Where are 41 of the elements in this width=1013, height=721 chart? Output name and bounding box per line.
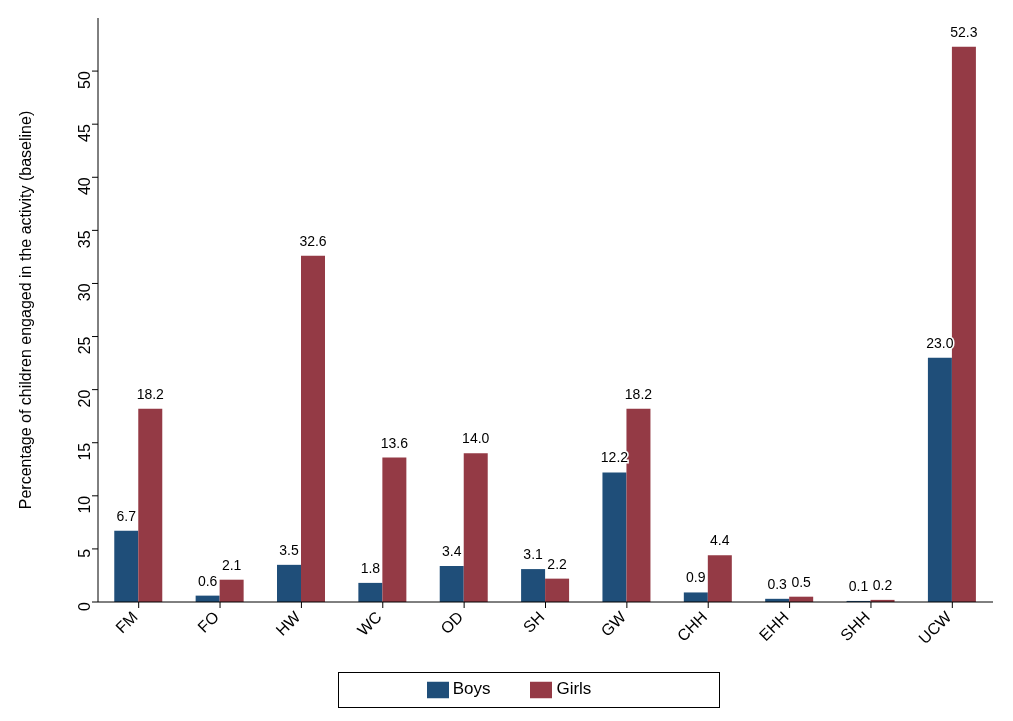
legend-label: Boys: [452, 679, 491, 699]
y-tick-label: 15: [75, 442, 93, 461]
y-tick-label: 40: [75, 177, 93, 196]
data-label: 52.3: [950, 23, 978, 40]
data-label: 6.7: [116, 507, 137, 524]
data-label: 2.2: [547, 555, 568, 572]
data-label: 4.4: [710, 532, 730, 549]
data-label: 0.9: [686, 569, 706, 586]
y-tick-label: 35: [75, 230, 93, 249]
data-label: 14.0: [462, 430, 490, 447]
x-tick-label: FM: [112, 608, 141, 637]
y-axis-title: Percentage of children engaged in the activity (baseline): [16, 110, 34, 510]
data-label: 0.2: [872, 576, 893, 593]
data-label: 3.4: [441, 542, 462, 559]
data-label: 18.2: [136, 385, 165, 402]
y-tick-label: 50: [75, 70, 93, 89]
data-label: 32.6: [299, 232, 327, 249]
x-tick-label: OD: [437, 608, 467, 638]
data-label: 0.5: [791, 573, 812, 590]
data-label: 1.8: [360, 559, 381, 576]
legend-label: Girls: [556, 679, 592, 699]
data-label: 0.6: [197, 572, 218, 589]
y-tick-label: 0: [75, 601, 93, 611]
data-label: 2.1: [221, 556, 242, 573]
y-tick-label: 20: [75, 389, 93, 408]
data-label: 0.1: [848, 577, 869, 594]
data-label: 13.6: [380, 434, 409, 451]
data-label: 3.1: [523, 546, 544, 563]
x-tick-label: FO: [194, 608, 223, 636]
data-label: 18.2: [624, 385, 653, 402]
y-tick-label: 30: [75, 283, 93, 302]
data-label: 3.5: [279, 541, 299, 558]
x-tick-label: WC: [354, 608, 385, 639]
y-tick-label: 25: [75, 336, 93, 355]
data-label: 0.3: [767, 575, 788, 592]
y-tick-label: 5: [75, 548, 93, 558]
y-tick-label: 10: [75, 495, 93, 514]
y-tick-label: 45: [75, 124, 93, 142]
x-tick-label: SH: [519, 608, 548, 636]
x-tick-label: HW: [272, 607, 305, 639]
x-tick-label: GW: [597, 607, 630, 640]
